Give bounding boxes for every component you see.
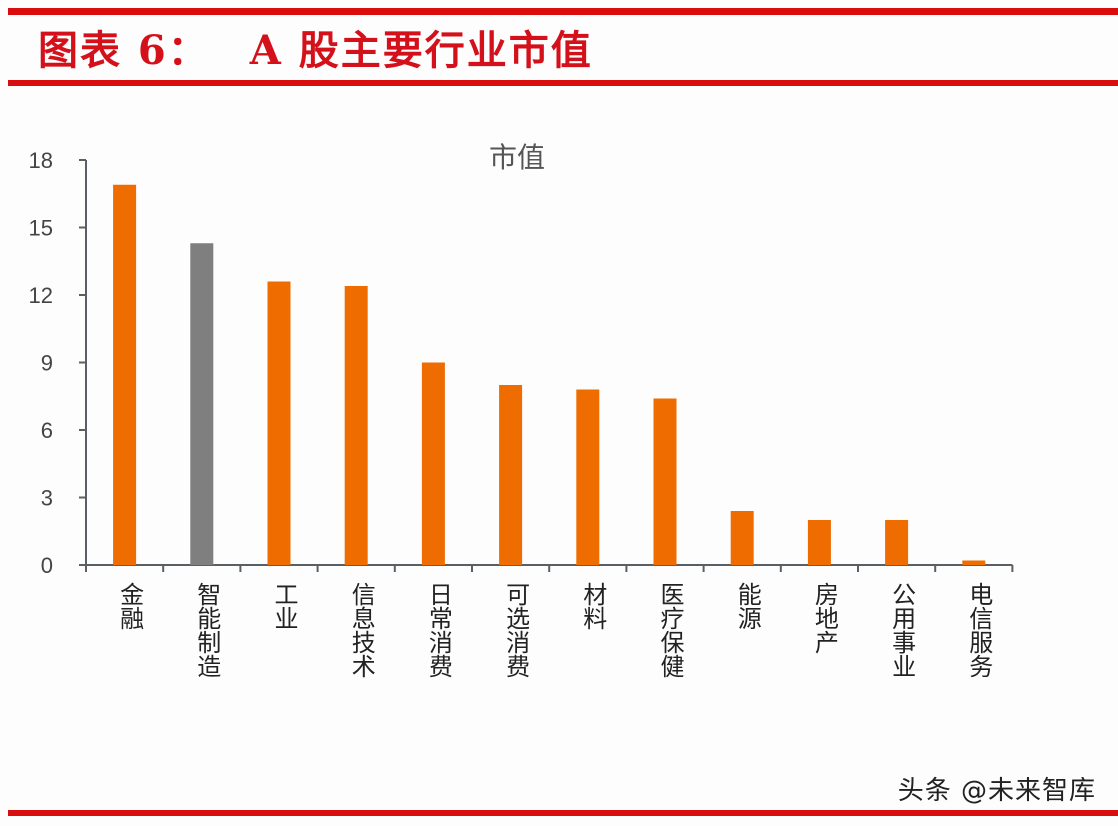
bar-电信服务 <box>962 560 986 565</box>
header-rule <box>8 80 1118 86</box>
category-label: 智能制造 <box>192 582 221 678</box>
category-label: 医疗保健 <box>656 582 684 678</box>
figure-label: 图表 6： <box>38 27 210 74</box>
bar-工业 <box>267 281 291 565</box>
category-label: 能源 <box>733 582 762 630</box>
category-label: 日常消费 <box>424 582 453 678</box>
y-tick-label: 15 <box>29 216 53 241</box>
category-label: 工业 <box>270 582 298 630</box>
bar-智能制造 <box>190 243 214 565</box>
bar-信息技术 <box>344 286 368 565</box>
bar-金融 <box>113 184 137 565</box>
bottom-rule <box>8 810 1118 816</box>
chart-title: 市值 <box>489 141 546 174</box>
category-label: 材料 <box>578 582 607 630</box>
figure-header: 图表 6： A 股主要行业市值 <box>38 18 593 76</box>
y-tick-label: 3 <box>41 486 53 511</box>
category-label: 金融 <box>115 582 144 630</box>
figure-title: A 股主要行业市值 <box>249 27 593 74</box>
bar-能源 <box>730 511 754 565</box>
category-label: 可选消费 <box>501 582 530 678</box>
y-tick-label: 9 <box>41 351 53 376</box>
bar-医疗保健 <box>653 398 677 565</box>
bar-可选消费 <box>499 385 523 565</box>
bar-日常消费 <box>421 362 445 565</box>
bar-房地产 <box>807 520 831 565</box>
y-tick-label: 12 <box>29 283 53 308</box>
category-label: 电信服务 <box>964 582 993 678</box>
category-label: 房地产 <box>810 582 839 654</box>
bar-公用事业 <box>885 520 909 565</box>
category-label: 信息技术 <box>347 582 376 678</box>
y-tick-label: 0 <box>41 553 53 578</box>
category-label: 公用事业 <box>887 582 916 678</box>
top-rule <box>8 8 1118 15</box>
y-tick-label: 6 <box>41 418 53 443</box>
y-tick-label: 18 <box>29 148 53 173</box>
bar-材料 <box>576 389 600 565</box>
watermark: 头条 @未来智库 <box>897 776 1096 806</box>
